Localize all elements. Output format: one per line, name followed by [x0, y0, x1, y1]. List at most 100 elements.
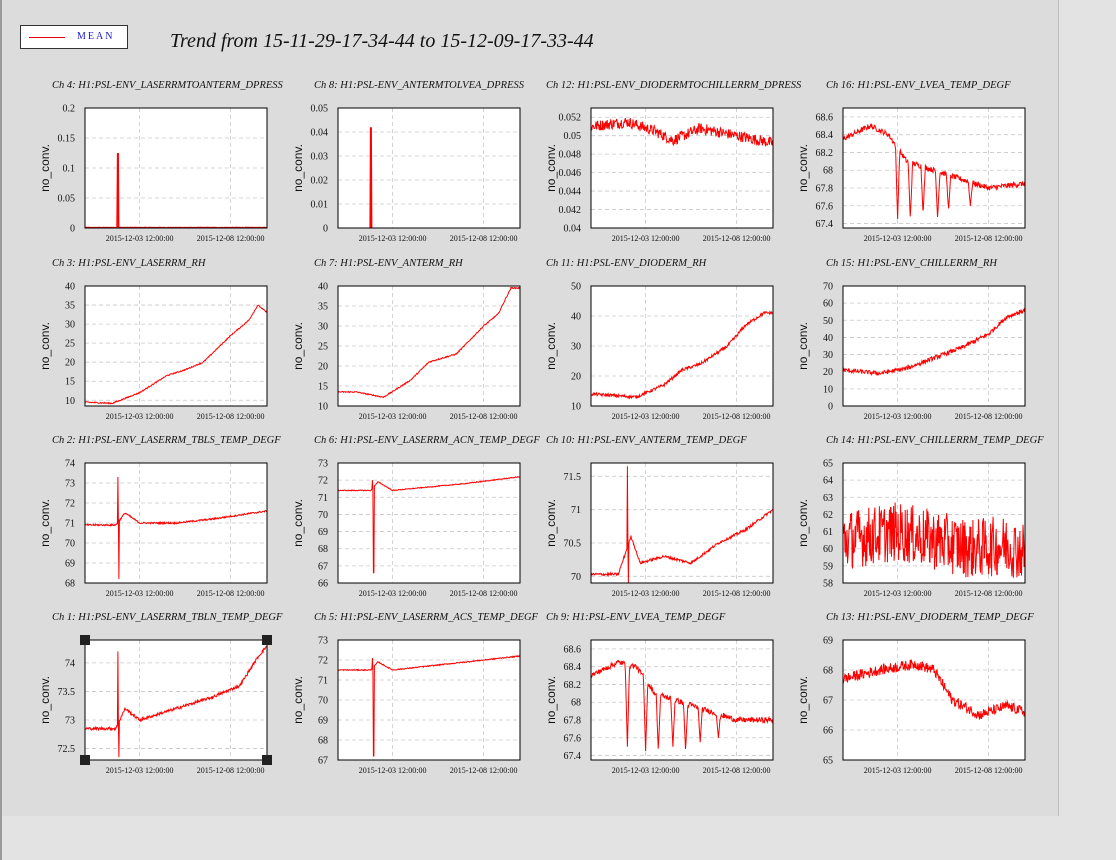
y-tick-label: 40 — [823, 333, 833, 344]
y-tick-label: 71 — [318, 493, 328, 504]
y-tick-label: 68 — [318, 544, 328, 555]
chart-panel: Ch 14: H1:PSL-ENV_CHILLERRM_TEMP_DEGF 65 6… — [796, 435, 1044, 598]
x-tick-label: 2015-12-08 12:00:00 — [703, 766, 771, 775]
y-tick-label: 71 — [571, 505, 581, 516]
y-tick-label: 20 — [571, 372, 581, 383]
plot-frame — [84, 285, 268, 407]
x-tick-label: 2015-12-03 12:00:00 — [612, 234, 680, 243]
chart-panel: Ch 3: H1:PSL-ENV_LASERRM_RH 40 35 30 25 20 15 1… — [38, 258, 268, 421]
selection-handle[interactable] — [80, 755, 90, 765]
series-line — [337, 286, 521, 399]
chart-title: Ch 11: H1:PSL-ENV_DIODERM_RH — [546, 258, 708, 269]
chart-title: Ch 2: H1:PSL-ENV_LASERRM_TBLS_TEMP_DEGF — [52, 435, 281, 446]
selection-handle[interactable] — [262, 635, 272, 645]
plot-area — [843, 286, 1025, 406]
chart-panel: Ch 16: H1:PSL-ENV_LVEA_TEMP_DEGF 68.6 68.4… — [796, 80, 1026, 243]
y-tick-label: 69 — [318, 716, 328, 727]
y-tick-label: 35 — [65, 301, 75, 312]
plot-frame — [337, 639, 521, 761]
chart-panel: Ch 2: H1:PSL-ENV_LASERRM_TBLS_TEMP_DEGF 7… — [38, 435, 281, 598]
y-axis-label: no_conv. — [544, 499, 558, 547]
y-tick-label: 61 — [823, 527, 833, 538]
y-tick-label: 72.5 — [58, 744, 76, 755]
selection-handle[interactable] — [80, 635, 90, 645]
y-axis-label: no_conv. — [544, 144, 558, 192]
series-line — [842, 502, 1026, 578]
chart-panel: Ch 4: H1:PSL-ENV_LASERRMTOANTERM_DPRESS 0… — [38, 80, 284, 243]
legend-label: MEAN — [77, 31, 115, 42]
y-axis-label: no_conv. — [38, 676, 52, 724]
y-tick-label: 71.5 — [564, 472, 582, 483]
y-tick-label: 71 — [65, 519, 75, 530]
x-tick-label: 2015-12-08 12:00:00 — [955, 589, 1023, 598]
plot-frame — [842, 639, 1026, 761]
y-tick-label: 20 — [823, 367, 833, 378]
y-tick-label: 72 — [65, 499, 75, 510]
x-tick-label: 2015-12-08 12:00:00 — [703, 589, 771, 598]
window-left-border — [0, 0, 2, 860]
y-tick-label: 73 — [318, 636, 328, 647]
y-tick-label: 73 — [318, 459, 328, 470]
y-tick-label: 70 — [65, 539, 75, 550]
x-tick-label: 2015-12-03 12:00:00 — [864, 589, 932, 598]
y-tick-label: 40 — [65, 282, 75, 293]
selection-handle[interactable] — [262, 755, 272, 765]
y-tick-label: 72 — [318, 656, 328, 667]
y-tick-label: 0.04 — [311, 128, 329, 139]
y-axis-label: no_conv. — [796, 676, 810, 724]
chart-panel: Ch 15: H1:PSL-ENV_CHILLERRM_RH 70 60 50 40 30… — [796, 258, 1026, 421]
y-tick-label: 0.15 — [58, 134, 76, 145]
series-line — [842, 659, 1026, 720]
x-tick-label: 2015-12-08 12:00:00 — [450, 766, 518, 775]
y-tick-label: 71 — [318, 676, 328, 687]
y-tick-label: 70 — [318, 696, 328, 707]
y-tick-label: 0.02 — [311, 176, 329, 187]
x-tick-label: 2015-12-08 12:00:00 — [955, 766, 1023, 775]
plot-frame — [590, 285, 774, 407]
chart-title: Ch 5: H1:PSL-ENV_LASERRM_ACS_TEMP_DEGF — [314, 612, 539, 623]
y-tick-label: 30 — [823, 350, 833, 361]
y-tick-label: 0.048 — [559, 150, 582, 161]
y-tick-label: 0.052 — [559, 113, 582, 124]
plot-area — [85, 286, 267, 406]
y-tick-label: 0.2 — [63, 104, 76, 115]
y-tick-label: 30 — [318, 322, 328, 333]
y-tick-label: 60 — [823, 544, 833, 555]
series-line — [337, 476, 520, 574]
y-tick-label: 73 — [65, 479, 75, 490]
y-tick-label: 74 — [65, 459, 75, 470]
chart-title: Ch 14: H1:PSL-ENV_CHILLERRM_TEMP_DEGF — [826, 435, 1044, 446]
y-tick-label: 30 — [65, 320, 75, 331]
y-tick-label: 68.2 — [564, 680, 582, 691]
y-tick-label: 70 — [823, 282, 833, 293]
x-tick-label: 2015-12-08 12:00:00 — [197, 766, 265, 775]
y-tick-label: 35 — [318, 302, 328, 313]
chart-panel: Ch 8: H1:PSL-ENV_ANTERMTOLVEA_DPRESS 0.05… — [291, 80, 525, 243]
x-tick-label: 2015-12-03 12:00:00 — [359, 412, 427, 421]
legend-box: MEAN — [20, 25, 128, 49]
y-tick-label: 0.1 — [63, 164, 76, 175]
y-tick-label: 68.2 — [816, 148, 834, 159]
x-tick-label: 2015-12-08 12:00:00 — [703, 412, 771, 421]
series-line — [84, 476, 268, 580]
y-tick-label: 68.4 — [816, 130, 834, 141]
chart-title: Ch 3: H1:PSL-ENV_LASERRM_RH — [52, 258, 207, 269]
y-axis-label: no_conv. — [291, 499, 305, 547]
y-tick-label: 63 — [823, 493, 833, 504]
x-tick-label: 2015-12-03 12:00:00 — [106, 589, 174, 598]
y-tick-label: 10 — [318, 402, 328, 413]
y-axis-label: no_conv. — [796, 499, 810, 547]
plot-frame — [84, 107, 268, 229]
x-tick-label: 2015-12-03 12:00:00 — [359, 766, 427, 775]
series-line — [842, 122, 1026, 220]
y-tick-label: 64 — [823, 476, 833, 487]
y-tick-label: 68.6 — [816, 112, 834, 123]
y-tick-label: 70.5 — [564, 539, 582, 550]
y-tick-label: 0 — [70, 224, 75, 235]
plot-frame — [842, 107, 1026, 229]
y-tick-label: 60 — [823, 299, 833, 310]
series-line — [590, 118, 774, 147]
series-line — [84, 304, 268, 405]
plot-frame — [590, 639, 774, 761]
y-tick-label: 0.046 — [559, 168, 582, 179]
